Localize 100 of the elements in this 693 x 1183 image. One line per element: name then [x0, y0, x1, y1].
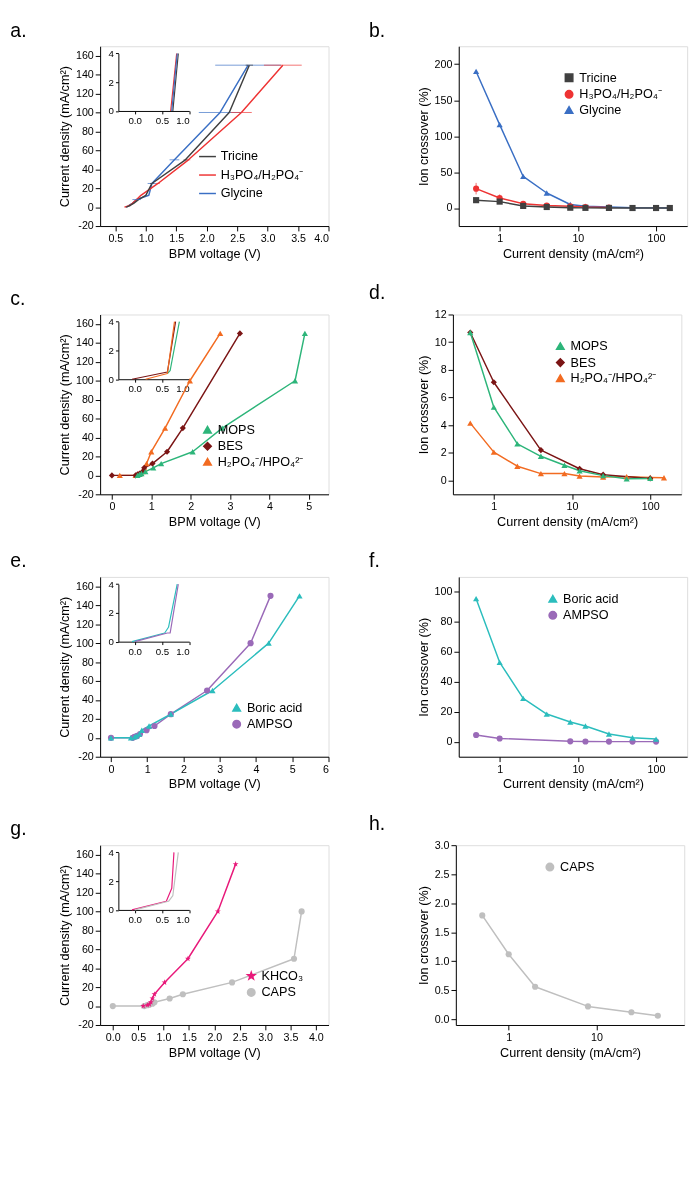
x-axis-title: BPM voltage (V) [168, 777, 261, 792]
y-tick-label: 160 [75, 848, 94, 861]
y-tick-label: 20 [81, 712, 94, 725]
y-tick-label: 60 [81, 412, 94, 425]
x-tick-label: 0.5 [155, 383, 170, 395]
y-tick-label: 140 [75, 336, 94, 349]
y-tick-label: 2.5 [434, 867, 450, 880]
y-tick-label: 200 [434, 57, 453, 70]
x-tick-label: 2.5 [230, 232, 246, 245]
legend-label: H₂PO₄⁻/HPO₄²⁻ [570, 371, 657, 386]
y-tick-label: 2 [108, 607, 115, 619]
x-tick-label: 1.0 [176, 645, 191, 657]
y-tick-label: 80 [81, 923, 94, 936]
x-tick-label: 2.5 [232, 1031, 248, 1044]
x-tick-label: 0.0 [128, 914, 143, 926]
y-tick-label: 40 [81, 162, 94, 175]
y-tick-label: 50 [440, 165, 453, 178]
x-axis-title: Current density (mA/cm²) [502, 246, 644, 261]
x-tick-label: 6 [323, 762, 330, 775]
x-tick-label: 4.0 [308, 1031, 324, 1044]
x-axis-title: Current density (mA/cm²) [500, 1045, 642, 1060]
y-tick-label: 20 [440, 705, 453, 718]
legend-label: Boric acid [246, 700, 303, 715]
y-tick-label: 0 [87, 200, 94, 213]
y-tick-label: 1.5 [434, 925, 450, 938]
x-tick-label: 2.0 [199, 232, 215, 245]
x-tick-label: 3 [217, 762, 224, 775]
y-tick-label: 120 [75, 355, 94, 368]
x-tick-label: 1.0 [176, 115, 191, 127]
x-tick-label: 1 [144, 762, 151, 775]
y-axis-title: Ion crossover (%) [416, 886, 431, 986]
y-tick-label: 60 [81, 674, 94, 687]
x-tick-label: 3.5 [283, 1031, 299, 1044]
x-tick-label: 2 [181, 762, 188, 775]
legend-label: Tricine [220, 149, 259, 164]
y-tick-label: 20 [81, 181, 94, 194]
y-tick-label: 120 [75, 86, 94, 99]
x-tick-label: 1.0 [138, 232, 154, 245]
legend-label: CAPS [560, 859, 595, 874]
y-tick-label: 100 [75, 904, 94, 917]
y-axis-title: Current density (mA/cm²) [58, 865, 73, 1007]
x-tick-label: 10 [566, 500, 579, 513]
y-tick-label: 2 [108, 344, 115, 356]
y-tick-label: 2.0 [434, 896, 450, 909]
x-tick-label: 1 [497, 762, 504, 775]
x-tick-label: 10 [572, 232, 585, 245]
y-tick-label: 60 [81, 143, 94, 156]
x-tick-label: 0.5 [131, 1031, 147, 1044]
legend-label: H₂PO₄⁻/HPO₄²⁻ [217, 454, 304, 469]
x-tick-label: 5 [289, 762, 296, 775]
legend-label: H₃PO₄/H₂PO₄⁻ [220, 167, 304, 182]
chart-title: h. [369, 811, 386, 834]
chart-title: d. [369, 280, 386, 303]
y-tick-label: 100 [75, 105, 94, 118]
y-tick-label: 140 [75, 866, 94, 879]
y-tick-label: -20 [78, 487, 94, 500]
x-tick-label: 3 [227, 500, 234, 513]
chart-title: g. [10, 817, 27, 840]
y-tick-label: 20 [81, 449, 94, 462]
legend-label: Tricine [579, 70, 617, 85]
chart-title: e. [10, 549, 27, 572]
legend-label: Glycine [220, 186, 263, 201]
y-tick-label: 4 [440, 418, 447, 431]
y-tick-label: 0 [87, 999, 94, 1012]
legend-label: Glycine [579, 102, 622, 117]
y-tick-label: 0 [87, 468, 94, 481]
x-tick-label: 100 [647, 762, 666, 775]
x-tick-label: 1.5 [181, 1031, 197, 1044]
y-tick-label: 100 [75, 636, 94, 649]
y-tick-label: 0 [446, 735, 453, 748]
x-tick-label: 1 [497, 232, 504, 245]
legend-label: MOPS [570, 338, 608, 353]
x-tick-label: 0.5 [155, 914, 170, 926]
y-tick-label: 0 [108, 904, 115, 916]
y-tick-label: 0.5 [434, 983, 450, 996]
x-tick-label: 100 [647, 232, 666, 245]
y-axis-title: Ion crossover (%) [416, 617, 431, 717]
x-tick-label: 2.0 [207, 1031, 223, 1044]
y-tick-label: 12 [434, 307, 447, 320]
y-tick-label: 140 [75, 68, 94, 81]
x-tick-label: 1.0 [156, 1031, 172, 1044]
y-tick-label: 100 [434, 129, 453, 142]
y-tick-label: 10 [434, 335, 447, 348]
y-tick-label: 0 [108, 636, 115, 648]
legend-label: AMPSO [246, 717, 293, 732]
y-tick-label: -20 [78, 1018, 94, 1031]
x-tick-label: 0.5 [155, 115, 170, 127]
x-tick-label: 4 [266, 500, 273, 513]
y-tick-label: 40 [81, 430, 94, 443]
chart-title: b. [369, 18, 386, 41]
y-tick-label: 140 [75, 598, 94, 611]
y-tick-label: 3.0 [434, 838, 450, 851]
x-tick-label: 0.0 [128, 645, 143, 657]
y-tick-label: 1.0 [434, 954, 450, 967]
x-tick-label: 100 [641, 500, 660, 513]
y-tick-label: 40 [440, 675, 453, 688]
y-tick-label: 20 [81, 980, 94, 993]
x-tick-label: 1 [491, 500, 498, 513]
y-tick-label: 40 [81, 961, 94, 974]
chart-title: c. [10, 286, 26, 309]
